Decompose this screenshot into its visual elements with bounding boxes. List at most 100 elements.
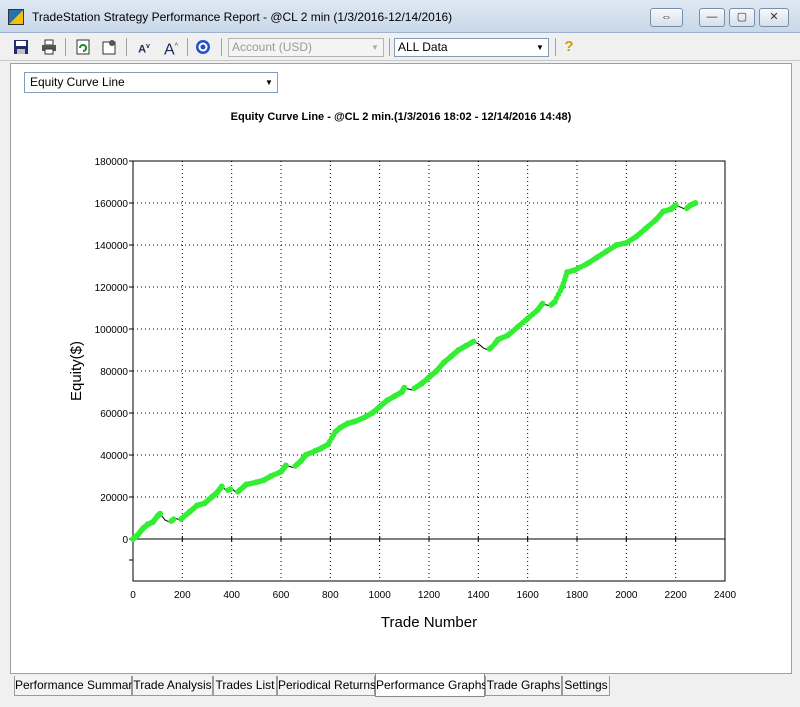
new-high-marker [522, 317, 528, 324]
y-tick-label: 20000 [100, 493, 128, 504]
x-tick-label: 2200 [665, 590, 688, 601]
new-high-marker [266, 474, 273, 480]
tab-performance-summary[interactable]: Performance Summary [14, 676, 138, 696]
new-high-marker [400, 386, 407, 392]
title-bar: TradeStation Strategy Performance Report… [0, 0, 800, 33]
new-high-marker [330, 432, 337, 438]
new-high-marker [156, 511, 163, 518]
new-high-marker [611, 243, 617, 250]
new-high-marker [416, 382, 422, 389]
x-axis-ticks: 0 200 400 600 800 1000 1200 1400 1600 1800 2000 220… [130, 536, 737, 601]
graph-panel: Equity Curve Line ▼ Equity Curve Line - … [10, 63, 792, 674]
save-icon[interactable] [10, 37, 32, 57]
new-high-marker [671, 203, 678, 209]
toolbar-separator [389, 38, 390, 56]
help-icon[interactable]: ? [564, 38, 574, 55]
y-tick-label: 180000 [95, 157, 129, 168]
x-tick-label: 0 [130, 590, 136, 601]
new-high-marker [538, 302, 544, 309]
new-high-marker [640, 227, 647, 234]
y-tick-label: 160000 [95, 199, 129, 210]
new-high-marker [170, 516, 177, 522]
new-high-marker [557, 287, 564, 294]
new-high-marker [375, 405, 381, 412]
x-tick-label: 1600 [517, 590, 540, 601]
app-icon [8, 9, 24, 25]
tab-trade-analysis[interactable]: Trade Analysis [132, 676, 213, 696]
x-tick-label: 1200 [418, 590, 441, 601]
chevron-down-icon: ▼ [536, 43, 544, 52]
new-high-marker [630, 235, 637, 241]
x-axis-label: Trade Number [381, 614, 477, 631]
tab-periodical-returns[interactable]: Periodical Returns [277, 676, 376, 696]
close-button[interactable]: ✕ [759, 8, 789, 27]
chevron-down-icon: ▼ [371, 43, 379, 52]
tab-performance-graphs[interactable]: Performance Graphs [375, 674, 487, 697]
toolbar-separator [65, 38, 66, 56]
report-tabs: Performance Summary Trade Analysis Trade… [0, 674, 800, 707]
new-high-marker [439, 361, 445, 368]
y-tick-label: 0 [122, 535, 128, 546]
x-tick-label: 1000 [369, 590, 392, 601]
x-tick-label: 600 [273, 590, 290, 601]
new-high-marker [532, 309, 538, 315]
y-tick-label: 80000 [100, 367, 128, 378]
toolbar: Av A^ Account (USD) ▼ ALL Data ▼ ? [0, 33, 800, 61]
y-axis-label: Equity($) [68, 341, 85, 401]
x-tick-label: 1400 [467, 590, 490, 601]
new-high-marker [650, 219, 657, 225]
new-high-marker [431, 369, 438, 376]
restore-view-button[interactable]: ⇔ [650, 8, 683, 27]
account-currency-select[interactable]: Account (USD) ▼ [228, 38, 384, 57]
target-icon[interactable] [192, 37, 214, 57]
graph-type-select[interactable]: Equity Curve Line ▼ [24, 72, 278, 93]
decrease-font-icon[interactable]: Av [138, 43, 150, 56]
toolbar-separator [221, 38, 222, 56]
x-tick-label: 800 [322, 590, 339, 601]
increase-font-icon[interactable]: A^ [164, 41, 178, 59]
data-range-select[interactable]: ALL Data ▼ [394, 38, 549, 57]
new-high-marker [512, 326, 519, 332]
y-tick-label: 100000 [95, 325, 129, 336]
new-high-marker [569, 267, 576, 274]
new-high-marker [281, 464, 288, 470]
y-tick-label: 60000 [100, 409, 128, 420]
y-tick-label: 120000 [95, 283, 129, 294]
toolbar-separator [187, 38, 188, 56]
minimize-button[interactable]: — [699, 8, 725, 27]
y-axis-ticks: 180000 160000 140000 120000 100000 80000 60000… [95, 157, 133, 561]
chart-grid [132, 160, 726, 581]
x-tick-label: 1800 [566, 590, 589, 601]
window-title: TradeStation Strategy Performance Report… [32, 10, 453, 24]
new-high-marker [601, 250, 607, 256]
y-tick-label: 140000 [95, 241, 129, 252]
maximize-button[interactable]: ▢ [729, 8, 755, 27]
new-high-marker [468, 339, 475, 346]
new-high-marker [323, 442, 329, 449]
toolbar-separator [555, 38, 556, 56]
new-high-marker [424, 376, 431, 382]
x-tick-label: 200 [174, 590, 191, 601]
chevron-down-icon: ▼ [265, 78, 273, 87]
new-high-marker [591, 256, 598, 262]
y-tick-label: 40000 [100, 451, 128, 462]
new-high-marker [251, 480, 257, 486]
new-high-marker [550, 300, 557, 306]
new-high-markers [130, 200, 699, 542]
tab-trades-list[interactable]: Trades List [213, 676, 277, 696]
new-high-marker [621, 240, 627, 247]
x-tick-label: 400 [223, 590, 240, 601]
print-icon[interactable] [38, 37, 60, 57]
properties-icon[interactable] [98, 37, 120, 57]
new-high-marker [227, 486, 234, 492]
new-high-marker [217, 485, 224, 491]
tab-settings[interactable]: Settings [562, 676, 610, 696]
new-high-marker [691, 200, 697, 207]
x-tick-label: 2400 [714, 590, 737, 601]
tab-trade-graphs[interactable]: Trade Graphs [485, 676, 562, 696]
new-high-marker [350, 419, 356, 425]
x-tick-label: 2000 [615, 590, 638, 601]
new-high-marker [502, 333, 509, 340]
refresh-icon[interactable] [72, 37, 94, 57]
toolbar-separator [126, 38, 127, 56]
